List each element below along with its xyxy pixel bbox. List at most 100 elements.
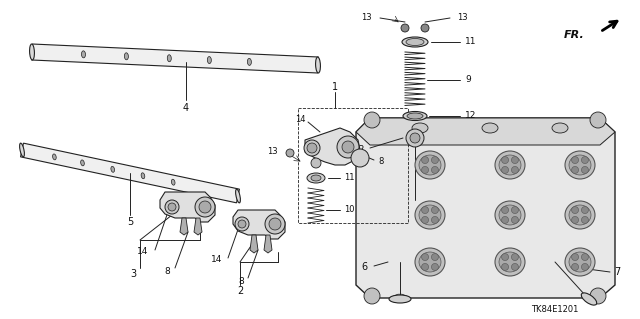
Text: 12: 12 [465,112,476,121]
Polygon shape [305,128,360,165]
Circle shape [422,157,429,164]
Text: 8: 8 [238,278,244,286]
Text: 13: 13 [362,13,372,23]
Circle shape [511,157,518,164]
Circle shape [168,203,176,211]
Text: 7: 7 [614,267,620,277]
Circle shape [590,112,606,128]
Ellipse shape [419,205,441,225]
Circle shape [431,206,438,213]
Polygon shape [180,218,188,235]
Ellipse shape [495,151,525,179]
Text: 12: 12 [354,145,365,154]
Polygon shape [31,44,318,73]
Circle shape [502,254,509,261]
Ellipse shape [552,123,568,133]
Text: 10: 10 [344,205,355,214]
Ellipse shape [495,248,525,276]
Ellipse shape [307,173,325,183]
Circle shape [311,158,321,168]
Text: 1: 1 [332,82,338,92]
Ellipse shape [172,179,175,185]
Circle shape [422,263,429,271]
Circle shape [351,149,369,167]
Ellipse shape [20,143,24,157]
Ellipse shape [581,293,596,305]
Text: 2: 2 [237,286,243,296]
Ellipse shape [499,205,521,225]
Circle shape [582,167,588,174]
Circle shape [572,206,579,213]
Polygon shape [233,210,285,239]
Circle shape [582,217,588,223]
Polygon shape [356,118,615,145]
Ellipse shape [499,155,521,175]
Circle shape [582,206,588,213]
Ellipse shape [407,113,423,119]
Text: TK84E1201: TK84E1201 [531,306,579,315]
Ellipse shape [207,56,211,63]
Ellipse shape [565,201,595,229]
Polygon shape [250,235,258,253]
Circle shape [364,112,380,128]
Ellipse shape [565,151,595,179]
Text: 8: 8 [164,268,170,277]
Text: 13: 13 [323,140,333,150]
Polygon shape [194,218,202,235]
Ellipse shape [247,58,252,65]
Text: 14: 14 [296,115,306,123]
Ellipse shape [316,57,321,73]
Ellipse shape [415,151,445,179]
Ellipse shape [402,37,428,47]
Text: 11: 11 [344,174,355,182]
Circle shape [269,218,281,230]
Circle shape [401,24,409,32]
Circle shape [582,263,588,271]
Ellipse shape [569,252,591,272]
Circle shape [582,254,588,261]
Ellipse shape [236,189,241,203]
Ellipse shape [52,154,56,160]
Circle shape [511,217,518,223]
Circle shape [431,263,438,271]
Ellipse shape [167,55,172,62]
Circle shape [431,167,438,174]
Ellipse shape [141,173,145,179]
Ellipse shape [419,252,441,272]
Bar [298,108,408,223]
Text: 14: 14 [211,256,222,264]
Circle shape [590,288,606,304]
Circle shape [238,220,246,228]
Text: 3: 3 [130,269,136,279]
Text: 13: 13 [457,13,468,23]
Circle shape [422,254,429,261]
Circle shape [572,167,579,174]
Circle shape [511,167,518,174]
Text: 6: 6 [362,262,368,272]
Circle shape [410,133,420,143]
Ellipse shape [419,155,441,175]
Circle shape [511,263,518,271]
Circle shape [421,24,429,32]
Circle shape [304,140,320,156]
Text: 14: 14 [136,248,148,256]
Circle shape [199,201,211,213]
Ellipse shape [124,53,129,60]
Polygon shape [20,143,239,203]
Circle shape [337,136,359,158]
Circle shape [265,214,285,234]
Ellipse shape [482,123,498,133]
Circle shape [572,217,579,223]
Circle shape [195,197,215,217]
Ellipse shape [389,295,411,303]
Circle shape [511,254,518,261]
Circle shape [235,217,249,231]
Circle shape [307,143,317,153]
Ellipse shape [406,39,424,46]
Ellipse shape [569,205,591,225]
Ellipse shape [81,51,86,58]
Ellipse shape [415,248,445,276]
Ellipse shape [495,201,525,229]
Ellipse shape [415,201,445,229]
Circle shape [431,217,438,223]
